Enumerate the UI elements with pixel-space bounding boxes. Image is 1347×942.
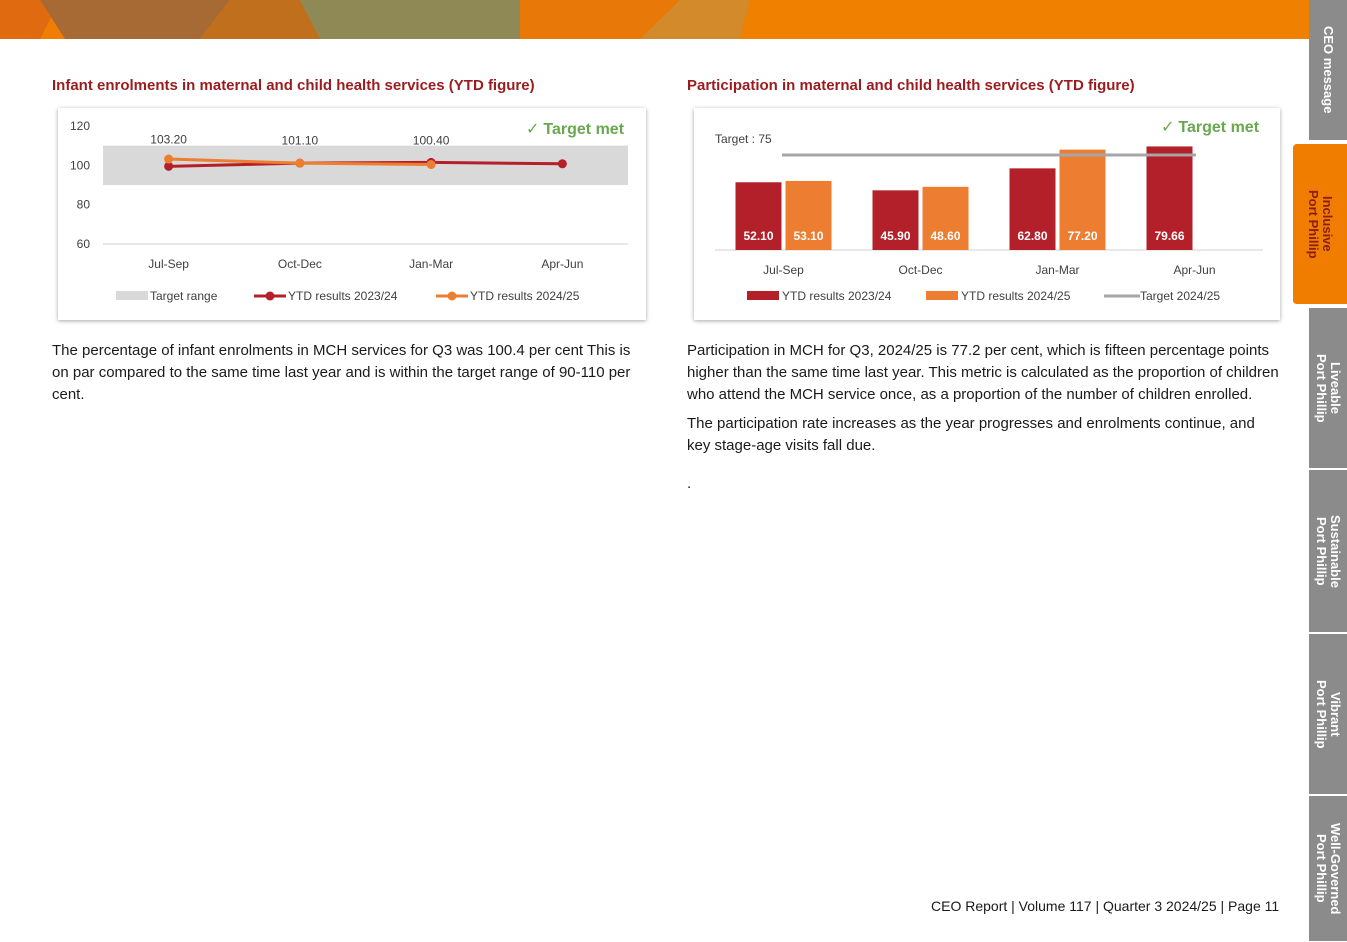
- target-met-label: Target met: [543, 121, 625, 138]
- left-chart-heading: Infant enrolments in maternal and child …: [52, 77, 535, 94]
- x-tick-label: Jul-Sep: [148, 257, 189, 271]
- y-tick-label: 80: [77, 198, 91, 212]
- x-tick-label: Apr-Jun: [541, 257, 583, 271]
- data-label: 103.20: [150, 133, 187, 147]
- checkmark-icon: ✓: [526, 121, 540, 138]
- tab-ceo-message[interactable]: CEO message: [1309, 0, 1347, 141]
- paragraph: The participation rate increases as the …: [687, 415, 1255, 454]
- legend-swatch-marker: [447, 291, 457, 301]
- tab-sustainable-port-phillip[interactable]: Sustainable Port Phillip: [1309, 470, 1347, 633]
- bar-2023-24: [1009, 168, 1056, 250]
- bar-data-label: 77.20: [1067, 229, 1097, 243]
- infant-enrolments-line-chart: 120 100 80 60 Jul-Sep Oct-Dec Jan-Mar Apr-Jun 10…: [70, 119, 628, 303]
- section-tabs: CEO message Inclusive Port Phillip Livea…: [1291, 0, 1347, 942]
- bar-2023-24: [872, 190, 919, 250]
- tab-label: Inclusive Port Phillip: [1306, 189, 1335, 259]
- x-tick-label: Oct-Dec: [278, 257, 322, 271]
- banner-graphic: [0, 0, 1310, 39]
- data-point: [164, 161, 174, 171]
- legend-label: Target 2024/25: [1140, 289, 1220, 303]
- right-commentary: Participation in MCH for Q3, 2024/25 is …: [687, 340, 1279, 502]
- legend-label: YTD results 2024/25: [470, 289, 580, 303]
- participation-bar-chart: 52.10 53.10 Jul-Sep 45.90 48.60 Oct-Dec 62.80 7…: [715, 132, 1263, 303]
- x-tick-label: Jan-Mar: [1035, 263, 1079, 277]
- data-label: 101.10: [282, 134, 319, 148]
- legend-swatch-marker: [265, 291, 275, 301]
- data-point: [426, 160, 436, 170]
- data-label: 100.40: [413, 134, 450, 148]
- y-tick-label: 60: [77, 237, 91, 251]
- bar-data-label: 62.80: [1017, 229, 1047, 243]
- tab-liveable-port-phillip[interactable]: Liveable Port Phillip: [1309, 308, 1347, 469]
- target-met-badge: ✓ Target met: [1161, 117, 1259, 137]
- tab-label: Liveable Port Phillip: [1314, 353, 1343, 423]
- data-point: [557, 159, 567, 169]
- legend-swatch-2024-25: [926, 291, 958, 300]
- bar-data-label: 52.10: [743, 229, 773, 243]
- data-point: [164, 154, 174, 164]
- target-met-label: Target met: [1178, 119, 1260, 136]
- bar-2024-25: [1059, 149, 1106, 250]
- legend-label: YTD results 2024/25: [961, 289, 1071, 303]
- tab-label: CEO message: [1321, 26, 1336, 114]
- tab-well-governed-port-phillip[interactable]: Well-Governed Port Phillip: [1309, 796, 1347, 942]
- tab-vibrant-port-phillip[interactable]: Vibrant Port Phillip: [1309, 634, 1347, 795]
- x-tick-label: Apr-Jun: [1173, 263, 1215, 277]
- bar-data-label: 53.10: [793, 229, 823, 243]
- page-footer: CEO Report | Volume 117 | Quarter 3 2024…: [931, 898, 1280, 914]
- bar-2023-24: [1146, 146, 1193, 250]
- right-chart-heading: Participation in maternal and child heal…: [687, 77, 1135, 94]
- target-label: Target : 75: [715, 132, 772, 146]
- target-met-badge: ✓ Target met: [526, 119, 624, 139]
- left-commentary: The percentage of infant enrolments in M…: [52, 340, 637, 413]
- y-tick-label: 100: [70, 158, 90, 172]
- bar-data-label: 45.90: [880, 229, 910, 243]
- bar-2024-25: [922, 186, 969, 250]
- legend-label: YTD results 2023/24: [288, 289, 398, 303]
- legend-label: YTD results 2023/24: [782, 289, 892, 303]
- tab-inclusive-port-phillip[interactable]: Inclusive Port Phillip: [1293, 144, 1347, 305]
- x-tick-label: Oct-Dec: [898, 263, 942, 277]
- x-tick-label: Jul-Sep: [763, 263, 804, 277]
- data-point: [295, 158, 305, 168]
- bar-data-label: 48.60: [930, 229, 960, 243]
- tab-label: Sustainable Port Phillip: [1314, 514, 1343, 588]
- bar-2024-25: [785, 180, 832, 250]
- infant-enrolments-chart-card: 120 100 80 60 Jul-Sep Oct-Dec Jan-Mar Apr-Jun 10…: [58, 108, 646, 320]
- checkmark-icon: ✓: [1161, 119, 1175, 136]
- top-banner: [0, 0, 1310, 39]
- x-tick-label: Jan-Mar: [409, 257, 453, 271]
- bar-2023-24: [735, 182, 782, 250]
- legend-swatch-target-range: [116, 291, 148, 300]
- paragraph: Participation in MCH for Q3, 2024/25 is …: [687, 342, 1279, 403]
- paragraph: .: [687, 475, 692, 492]
- legend-label: Target range: [150, 289, 218, 303]
- participation-chart-card: 52.10 53.10 Jul-Sep 45.90 48.60 Oct-Dec 62.80 7…: [694, 108, 1280, 320]
- bar-data-label: 79.66: [1154, 229, 1184, 243]
- paragraph: The percentage of infant enrolments in M…: [52, 342, 631, 403]
- legend-swatch-2023-24: [747, 291, 779, 300]
- tab-label: Vibrant Port Phillip: [1314, 679, 1343, 749]
- tab-label: Well-Governed Port Phillip: [1314, 822, 1343, 915]
- y-tick-label: 120: [70, 119, 90, 133]
